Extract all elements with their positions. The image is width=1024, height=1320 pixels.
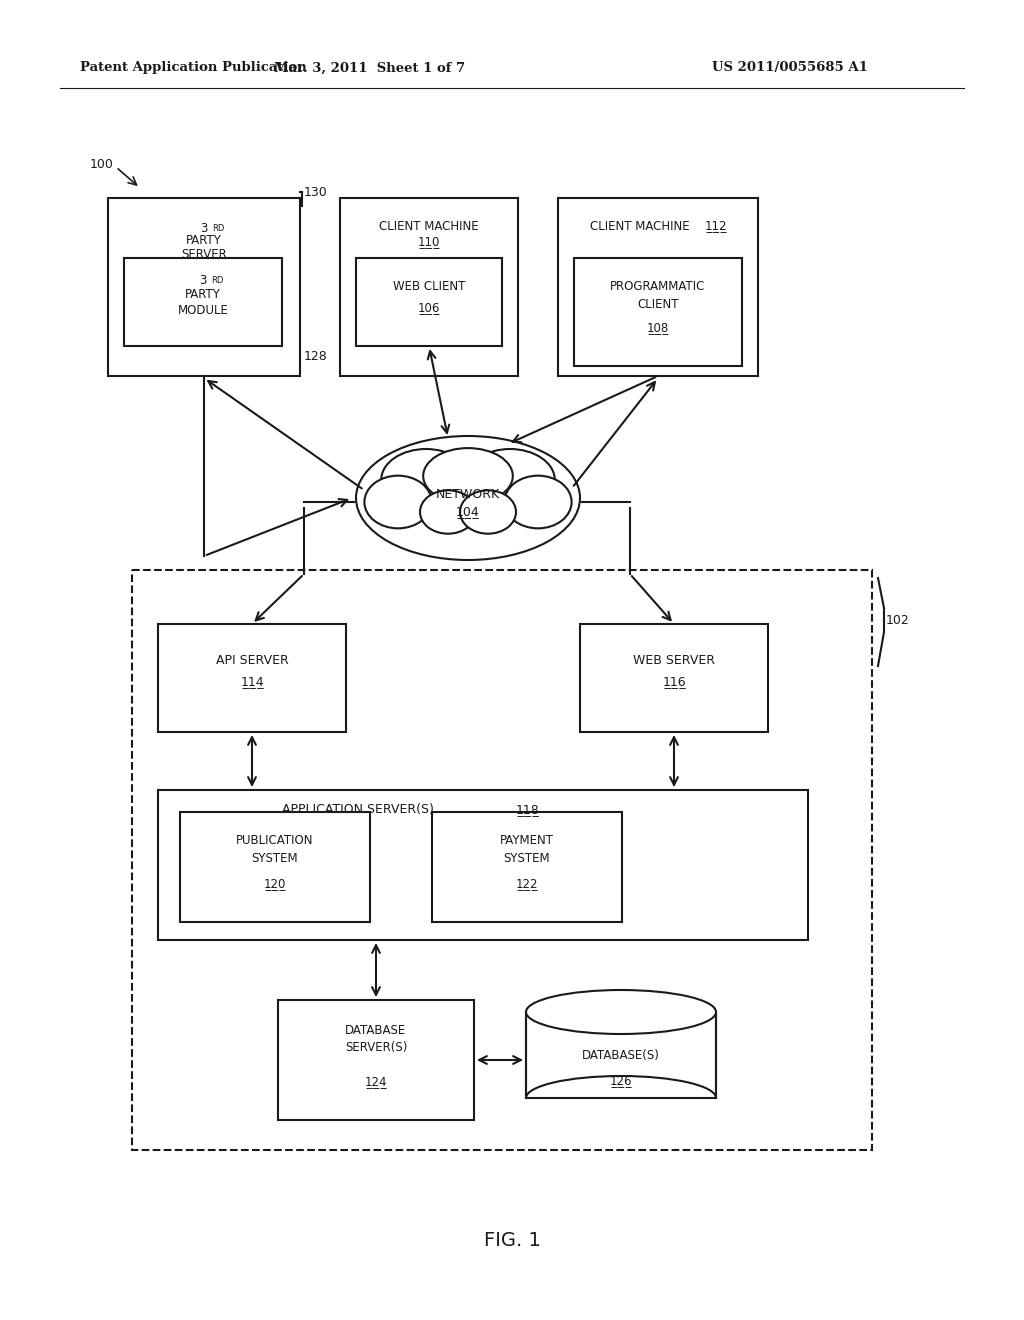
Ellipse shape	[526, 990, 716, 1034]
Text: 1̲2̲6̲: 1̲2̲6̲	[609, 1074, 632, 1088]
Text: WEB SERVER: WEB SERVER	[633, 653, 715, 667]
Text: RD: RD	[212, 224, 224, 234]
Bar	[340, 198, 518, 376]
Text: 1̲2̲4̲: 1̲2̲4̲	[365, 1076, 387, 1089]
Ellipse shape	[460, 490, 516, 533]
Text: 1̲1̲6̲: 1̲1̲6̲	[663, 676, 686, 689]
Bar	[132, 570, 872, 1150]
Text: SYSTEM: SYSTEM	[504, 851, 550, 865]
Text: 1̲1̲2̲: 1̲1̲2̲	[705, 219, 727, 232]
Text: CLIENT: CLIENT	[637, 297, 679, 310]
Text: 1̲2̲0̲: 1̲2̲0̲	[264, 878, 286, 891]
Text: 1̲1̲8̲: 1̲1̲8̲	[516, 804, 540, 817]
Text: WEB CLIENT: WEB CLIENT	[393, 280, 465, 293]
Text: FIG. 1: FIG. 1	[483, 1230, 541, 1250]
Text: MODULE: MODULE	[177, 304, 228, 317]
Text: 128: 128	[304, 350, 328, 363]
Bar	[432, 812, 622, 921]
Text: SERVER(S): SERVER(S)	[345, 1041, 408, 1055]
Bar	[356, 257, 502, 346]
Bar	[158, 789, 808, 940]
Ellipse shape	[365, 475, 431, 528]
Text: 1̲2̲2̲: 1̲2̲2̲	[516, 878, 539, 891]
Text: PAYMENT: PAYMENT	[500, 833, 554, 846]
Ellipse shape	[423, 447, 513, 504]
Text: CLIENT MACHINE: CLIENT MACHINE	[379, 219, 479, 232]
Ellipse shape	[356, 436, 580, 560]
Text: PARTY: PARTY	[186, 234, 222, 247]
Bar	[526, 1012, 716, 1098]
Bar	[158, 624, 346, 733]
Text: Patent Application Publication: Patent Application Publication	[80, 62, 307, 74]
Text: PARTY: PARTY	[185, 288, 221, 301]
Text: 1̲0̲4̲: 1̲0̲4̲	[456, 506, 480, 519]
Text: APPLICATION SERVER(S): APPLICATION SERVER(S)	[282, 804, 434, 817]
Bar	[124, 257, 282, 346]
Ellipse shape	[420, 490, 476, 533]
Bar	[580, 624, 768, 733]
Text: 3: 3	[201, 222, 208, 235]
Text: DATABASE(S): DATABASE(S)	[582, 1048, 659, 1061]
Text: 3: 3	[200, 273, 207, 286]
Ellipse shape	[465, 449, 555, 511]
Text: 130: 130	[304, 186, 328, 198]
Bar	[558, 198, 758, 376]
Text: PROGRAMMATIC: PROGRAMMATIC	[610, 280, 706, 293]
Text: Mar. 3, 2011  Sheet 1 of 7: Mar. 3, 2011 Sheet 1 of 7	[274, 62, 466, 74]
Text: PUBLICATION: PUBLICATION	[237, 833, 313, 846]
Bar	[278, 1001, 474, 1119]
Bar	[574, 257, 742, 366]
Text: DATABASE: DATABASE	[345, 1023, 407, 1036]
Ellipse shape	[505, 475, 571, 528]
Text: API SERVER: API SERVER	[216, 653, 289, 667]
Bar	[108, 198, 300, 376]
Text: SERVER: SERVER	[181, 248, 227, 260]
Text: 100: 100	[90, 157, 114, 170]
Text: CLIENT MACHINE: CLIENT MACHINE	[590, 219, 690, 232]
Text: 1̲1̲4̲: 1̲1̲4̲	[241, 676, 264, 689]
Text: US 2011/0055685 A1: US 2011/0055685 A1	[712, 62, 868, 74]
Text: NETWORK: NETWORK	[436, 487, 500, 500]
Text: 1̲0̲8̲: 1̲0̲8̲	[647, 322, 669, 334]
Text: 1̲0̲6̲: 1̲0̲6̲	[418, 301, 440, 314]
Text: SYSTEM: SYSTEM	[252, 851, 298, 865]
Text: 102: 102	[886, 614, 909, 627]
Ellipse shape	[381, 449, 471, 511]
Text: 1̲1̲0̲: 1̲1̲0̲	[418, 235, 440, 248]
Text: RD: RD	[211, 276, 223, 285]
Bar	[180, 812, 370, 921]
